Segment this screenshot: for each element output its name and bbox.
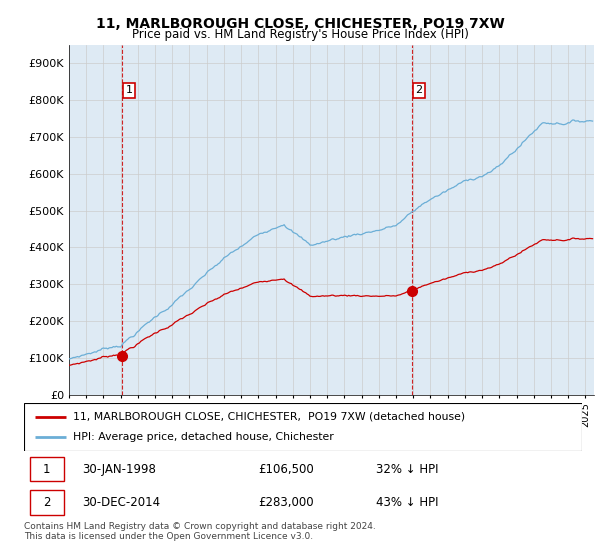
Text: HPI: Average price, detached house, Chichester: HPI: Average price, detached house, Chic… xyxy=(73,432,334,442)
Text: Contains HM Land Registry data © Crown copyright and database right 2024.
This d: Contains HM Land Registry data © Crown c… xyxy=(24,522,376,542)
FancyBboxPatch shape xyxy=(29,491,64,515)
FancyBboxPatch shape xyxy=(29,457,64,481)
Text: Price paid vs. HM Land Registry's House Price Index (HPI): Price paid vs. HM Land Registry's House … xyxy=(131,28,469,41)
Text: 2: 2 xyxy=(43,496,50,509)
Text: £283,000: £283,000 xyxy=(259,496,314,509)
Text: 11, MARLBOROUGH CLOSE, CHICHESTER, PO19 7XW: 11, MARLBOROUGH CLOSE, CHICHESTER, PO19 … xyxy=(95,17,505,31)
Text: 32% ↓ HPI: 32% ↓ HPI xyxy=(376,463,438,475)
Text: £106,500: £106,500 xyxy=(259,463,314,475)
Text: 43% ↓ HPI: 43% ↓ HPI xyxy=(376,496,438,509)
Text: 30-DEC-2014: 30-DEC-2014 xyxy=(83,496,161,509)
Text: 11, MARLBOROUGH CLOSE, CHICHESTER,  PO19 7XW (detached house): 11, MARLBOROUGH CLOSE, CHICHESTER, PO19 … xyxy=(73,412,465,422)
Text: 30-JAN-1998: 30-JAN-1998 xyxy=(83,463,157,475)
Text: 1: 1 xyxy=(43,463,50,475)
Text: 2: 2 xyxy=(415,85,422,95)
Text: 1: 1 xyxy=(125,85,133,95)
